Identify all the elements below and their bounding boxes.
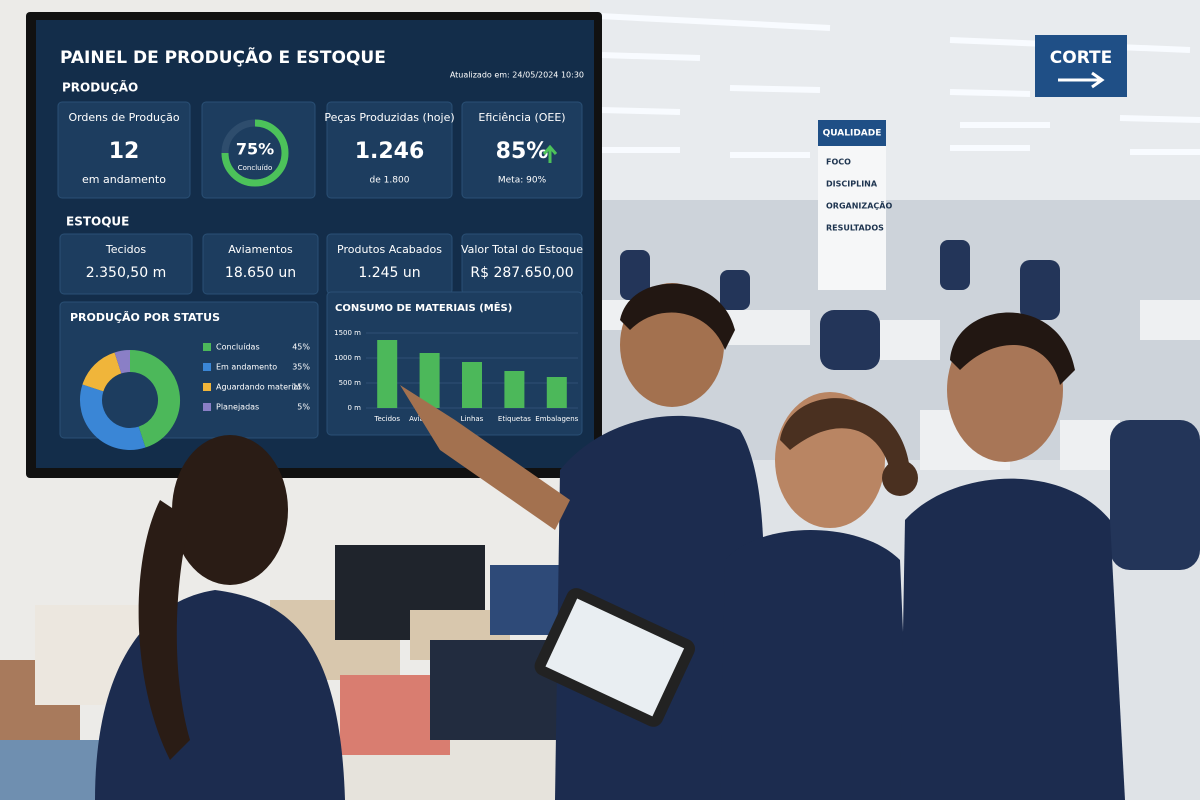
bar — [419, 353, 440, 408]
quality-item: RESULTADOS — [826, 224, 884, 233]
ceiling-lights — [579, 12, 1200, 158]
legend-value: 35% — [292, 363, 310, 372]
donut-segment — [82, 352, 122, 392]
card-title: Valor Total do Estoque — [461, 243, 583, 256]
card-value: R$ 287.650,00 — [470, 265, 573, 281]
card-value: 1.245 un — [358, 265, 420, 281]
card-title: Produtos Acabados — [337, 243, 442, 256]
card-value: 85% — [496, 139, 549, 164]
legend-label: Planejadas — [216, 403, 259, 412]
x-tick-label: Linhas — [461, 415, 484, 423]
legend-value: 15% — [292, 383, 310, 392]
card — [202, 233, 319, 295]
gauge-caption: Concluído — [238, 164, 273, 172]
bar — [546, 377, 567, 408]
corte-sign-text: CORTE — [1050, 48, 1112, 68]
card-title: Tecidos — [105, 243, 146, 256]
donut-segment — [114, 350, 131, 374]
trend-up-arrow — [542, 144, 558, 163]
legend-value: 45% — [292, 343, 310, 352]
y-tick-label: 1000 m — [334, 354, 361, 362]
bar — [377, 340, 398, 408]
quality-item: FOCO — [826, 158, 851, 167]
legend-swatch — [203, 403, 211, 411]
legend-swatch — [203, 383, 211, 391]
clothing-stacks — [0, 545, 580, 800]
quality-item: ORGANIZAÇÃO — [826, 201, 892, 211]
workers-background — [620, 240, 1200, 570]
card — [59, 233, 193, 295]
card — [461, 101, 583, 199]
legend-value: 5% — [297, 403, 310, 412]
x-tick-label: Tecidos — [373, 415, 400, 423]
x-tick-label: Embalagens — [535, 415, 578, 423]
donut-segment — [80, 384, 146, 450]
updated-time: Atualizado em: 24/05/2024 10:30 — [450, 71, 584, 80]
card-sub: em andamento — [82, 173, 166, 186]
quality-item: DISCIPLINA — [826, 180, 878, 189]
card-title: Peças Produzidas (hoje) — [324, 111, 454, 124]
card-title: Ordens de Produção — [68, 111, 179, 124]
card — [326, 101, 453, 199]
gauge-label: 75% — [236, 140, 274, 159]
card-value: 2.350,50 m — [86, 265, 166, 281]
quality-banner — [818, 120, 886, 290]
dashboard-title: PAINEL DE PRODUÇÃO E ESTOQUE — [60, 45, 386, 68]
quality-list: FOCO DISCIPLINA ORGANIZAÇÃO RESULTADOS — [826, 158, 892, 233]
production-heading: PRODUÇÃO — [62, 80, 138, 95]
y-tick-label: 500 m — [339, 379, 362, 387]
card-value: 18.650 un — [225, 265, 296, 281]
bar — [504, 371, 525, 408]
card-sub: Meta: 90% — [498, 176, 547, 186]
x-tick-label: Etiquetas — [498, 415, 531, 423]
quality-title: QUALIDADE — [823, 129, 882, 139]
corte-arrow — [1058, 71, 1105, 89]
card — [59, 301, 319, 439]
legend-swatch — [203, 363, 211, 371]
card-title: Aviamentos — [228, 243, 293, 256]
card-title: Eficiência (OEE) — [478, 111, 565, 124]
card-value: 1.246 — [355, 139, 425, 164]
y-tick-label: 0 m — [348, 404, 362, 412]
legend-label: Aguardando material — [216, 383, 301, 392]
dashboard: Ordens de Produção 12 em andamento Peças Pr… — [57, 101, 583, 450]
card — [57, 101, 191, 199]
legend-label: Em andamento — [216, 363, 277, 372]
card-sub: de 1.800 — [370, 176, 410, 186]
corte-sign — [1035, 35, 1127, 97]
chart-title: CONSUMO DE MATERIAIS (MÊS) — [335, 301, 512, 314]
donut-segment — [129, 350, 180, 448]
quality-header — [818, 120, 886, 146]
stock-heading: ESTOQUE — [66, 215, 129, 229]
people — [95, 283, 1125, 800]
gauge-arc — [221, 119, 289, 187]
y-tick-label: 1500 m — [334, 329, 361, 337]
legend-swatch — [203, 343, 211, 351]
legend-label: Concluídas — [216, 343, 260, 352]
card-value: 12 — [109, 139, 140, 164]
bar — [462, 362, 482, 408]
chart-title: PRODUÇÃO POR STATUS — [70, 311, 220, 324]
